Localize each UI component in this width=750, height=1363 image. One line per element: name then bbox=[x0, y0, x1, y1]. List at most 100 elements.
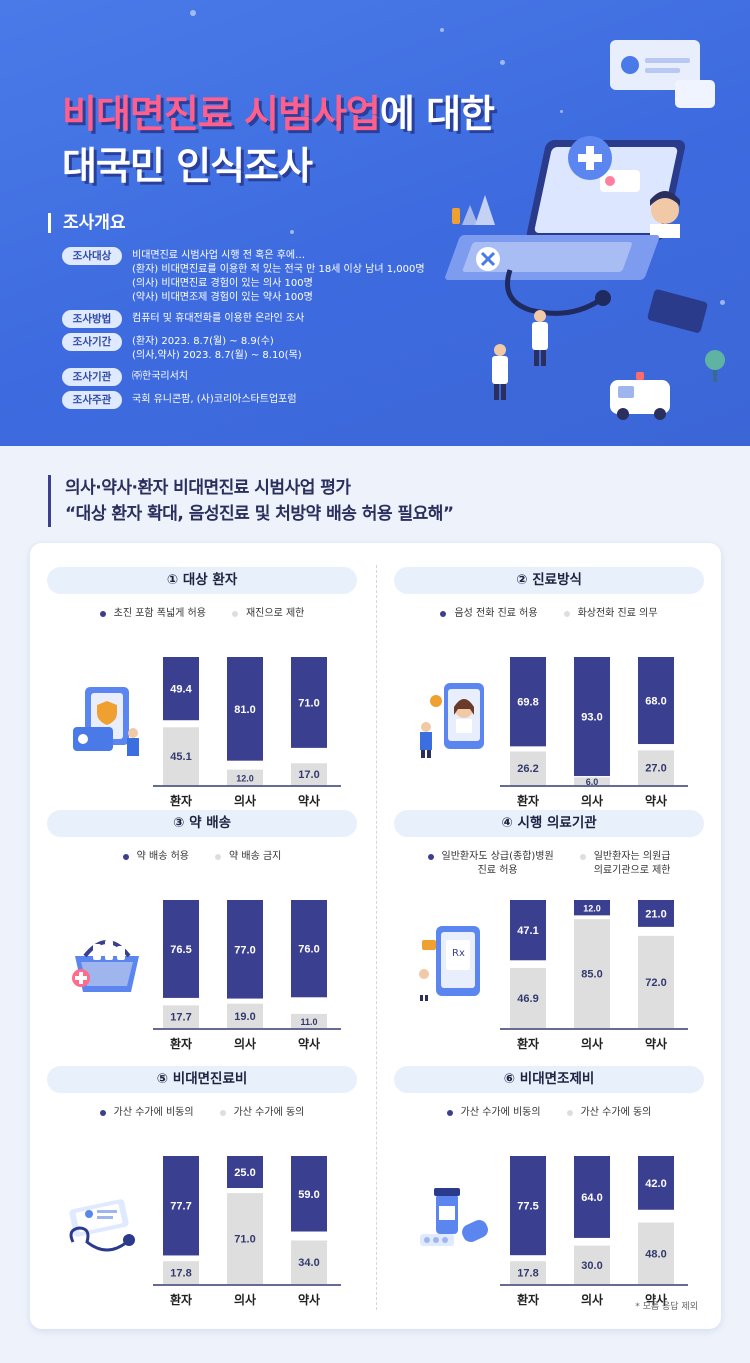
chart-plot: 76.5 17.7 환자 77.0 19.0 의사 76.0 11.0 약사 bbox=[153, 900, 341, 1051]
legend-item: 일반환자는 의원급 의료기관으로 제한 bbox=[579, 850, 671, 878]
legend-label: 약 배송 허용 bbox=[136, 851, 189, 862]
data-label: 19.0 bbox=[234, 1011, 255, 1023]
video-call-doctor-icon bbox=[420, 683, 484, 758]
category-label: 환자 bbox=[170, 793, 192, 808]
legend-swatch bbox=[566, 1110, 573, 1116]
chart-title: ④ 시행 의료기관 bbox=[394, 810, 704, 837]
category-label: 약사 bbox=[645, 1036, 667, 1051]
legend-label: 가산 수가에 비동의 bbox=[113, 1107, 194, 1118]
legend-swatch bbox=[579, 854, 586, 860]
data-label: 17.8 bbox=[170, 1268, 191, 1280]
section-heading: 의사·약사·환자 비대면진료 시범사업 평가 “대상 환자 확대, 음성진료 및… bbox=[48, 475, 454, 527]
telemedicine-laptop-illustration bbox=[445, 40, 725, 420]
section-heading-line2: “대상 환자 확대, 음성진료 및 처방약 배송 허용 필요해” bbox=[65, 504, 454, 524]
legend-swatch bbox=[122, 854, 129, 860]
data-label: 17.8 bbox=[517, 1268, 538, 1280]
overview-label: 조사대상 bbox=[62, 247, 122, 265]
legend-item: 가산 수가에 비동의 bbox=[446, 1106, 541, 1120]
legend-label: 가산 수가에 동의 bbox=[233, 1107, 305, 1118]
overview-row: 조사대상 비대면진료 시범사업 시행 전 혹은 후에… (환자) 비대면진료를 이용… bbox=[48, 247, 448, 305]
svg-text:Rx: Rx bbox=[452, 948, 465, 959]
overview-label: 조사방법 bbox=[62, 310, 122, 328]
data-label: 11.0 bbox=[300, 1017, 317, 1027]
data-label: 17.0 bbox=[298, 769, 319, 781]
footnote: * 모름 응답 제외 bbox=[635, 1302, 698, 1312]
overview-heading: 조사개요 bbox=[48, 213, 448, 233]
chart-legend: 일반환자도 상급(종합)병원 진료 허용 일반환자는 의원급 의료기관으로 제한 bbox=[394, 850, 704, 878]
data-label: 77.7 bbox=[170, 1201, 191, 1213]
legend-label: 초진 포함 폭넓게 허용 bbox=[113, 608, 206, 619]
overview-text: 국회 유니콘팜, (사)코리아스타트업포럼 bbox=[132, 391, 297, 407]
pill-bottle-icon bbox=[420, 1188, 488, 1253]
bar-segment-2-1-top bbox=[227, 900, 263, 999]
overview-row: 조사방법 컴퓨터 및 휴대전화를 이용한 온라인 조사 bbox=[48, 310, 448, 328]
stethoscope-chart-icon bbox=[69, 1199, 135, 1252]
overview-text-line: ㈜한국리서치 bbox=[132, 371, 188, 382]
data-label: 34.0 bbox=[298, 1257, 319, 1269]
overview-text-line: 비대면진료 시범사업 시행 전 혹은 후에… bbox=[132, 250, 306, 261]
overview-text-line: (약사) 비대면조제 경험이 있는 약사 100명 bbox=[132, 292, 313, 303]
data-label: 26.2 bbox=[517, 763, 538, 775]
legend-swatch bbox=[563, 611, 570, 617]
legend-item: 초진 포함 폭넓게 허용 bbox=[99, 607, 206, 621]
data-label: 85.0 bbox=[581, 969, 602, 981]
legend-label: 일반환자는 의원급 의료기관으로 제한 bbox=[593, 851, 671, 876]
panel-divider bbox=[376, 565, 377, 1310]
category-label: 환자 bbox=[517, 1292, 539, 1307]
overview-text: 비대면진료 시범사업 시행 전 혹은 후에… (환자) 비대면진료를 이용한 적 … bbox=[132, 247, 425, 305]
bar-segment-5-0-top bbox=[510, 1156, 546, 1256]
chart-title: ① 대상 환자 bbox=[47, 567, 357, 594]
data-label: 81.0 bbox=[234, 704, 255, 716]
data-label: 77.5 bbox=[517, 1201, 538, 1213]
bar-segment-4-0-bottom bbox=[163, 1261, 199, 1284]
category-label: 의사 bbox=[581, 1292, 603, 1307]
chart-plot: 77.5 17.8 환자 64.0 30.0 의사 42.0 48.0 약사 bbox=[500, 1156, 688, 1307]
chart-legend: 음성 전화 진료 허용 화상전화 진료 의무 bbox=[394, 607, 704, 621]
data-label: 48.0 bbox=[645, 1248, 666, 1260]
category-label: 의사 bbox=[234, 1036, 256, 1051]
legend-swatch bbox=[427, 854, 434, 860]
legend-item: 가산 수가에 비동의 bbox=[99, 1106, 194, 1120]
chart-plot: 77.7 17.8 환자 25.0 71.0 의사 59.0 34.0 약사 bbox=[153, 1156, 341, 1307]
overview-text-line: 컴퓨터 및 휴대전화를 이용한 온라인 조사 bbox=[132, 313, 305, 324]
prescription-phone-icon: Rx bbox=[419, 926, 480, 1001]
bar-segment-2-0-top bbox=[163, 900, 199, 998]
bar-segment-0-1-top bbox=[227, 657, 263, 761]
bar-segment-3-0-top bbox=[510, 900, 546, 961]
bar-segment-4-2-top bbox=[291, 1156, 327, 1232]
chart-legend: 약 배송 허용 약 배송 금지 bbox=[47, 850, 357, 864]
legend-item: 약 배송 금지 bbox=[215, 850, 281, 864]
legend-label: 약 배송 금지 bbox=[229, 851, 282, 862]
chart-plot: 69.8 26.2 환자 93.0 6.0 의사 68.0 27.0 약사 bbox=[500, 657, 688, 808]
data-label: 49.4 bbox=[170, 684, 192, 696]
bar-segment-3-1-bottom bbox=[574, 919, 610, 1028]
legend-swatch bbox=[219, 1110, 226, 1116]
bar-segment-2-1-bottom bbox=[227, 1003, 263, 1028]
chart-legend: 가산 수가에 비동의 가산 수가에 동의 bbox=[47, 1106, 357, 1120]
category-label: 환자 bbox=[170, 1292, 192, 1307]
legend-swatch bbox=[99, 611, 106, 617]
bar-segment-4-0-top bbox=[163, 1156, 199, 1256]
data-label: 69.8 bbox=[517, 697, 538, 709]
bar-segment-5-2-bottom bbox=[638, 1222, 674, 1284]
overview-label: 조사기관 bbox=[62, 368, 122, 386]
bar-segment-5-0-bottom bbox=[510, 1261, 546, 1284]
section-heading-line1: 의사·약사·환자 비대면진료 시범사업 평가 bbox=[65, 478, 351, 498]
legend-label: 음성 전화 진료 허용 bbox=[454, 608, 538, 619]
data-label: 21.0 bbox=[645, 908, 666, 920]
category-label: 환자 bbox=[517, 1036, 539, 1051]
category-label: 의사 bbox=[581, 1036, 603, 1051]
stacked-bar-chart: ⑤ 비대면진료비 가산 수가에 비동의 가산 수가에 동의 77.7 17.8 환자 25.… bbox=[47, 1066, 357, 1307]
legend-item: 재진으로 제한 bbox=[231, 607, 305, 621]
data-label: 12.0 bbox=[583, 904, 601, 914]
legend-item: 가산 수가에 동의 bbox=[566, 1106, 651, 1120]
overview-text: 컴퓨터 및 휴대전화를 이용한 온라인 조사 bbox=[132, 310, 304, 326]
survey-overview: 조사개요 조사대상 비대면진료 시범사업 시행 전 혹은 후에… (환자) 비대면진… bbox=[48, 213, 448, 414]
data-label: 93.0 bbox=[581, 712, 602, 724]
chart-plot: 47.1 46.9 환자 12.0 85.0 의사 21.0 72.0 약사 bbox=[500, 900, 688, 1051]
legend-label: 가산 수가에 비동의 bbox=[460, 1107, 541, 1118]
legend-item: 음성 전화 진료 허용 bbox=[440, 607, 538, 621]
legend-label: 재진으로 제한 bbox=[245, 608, 305, 619]
bar-segment-0-0-top bbox=[163, 657, 199, 721]
